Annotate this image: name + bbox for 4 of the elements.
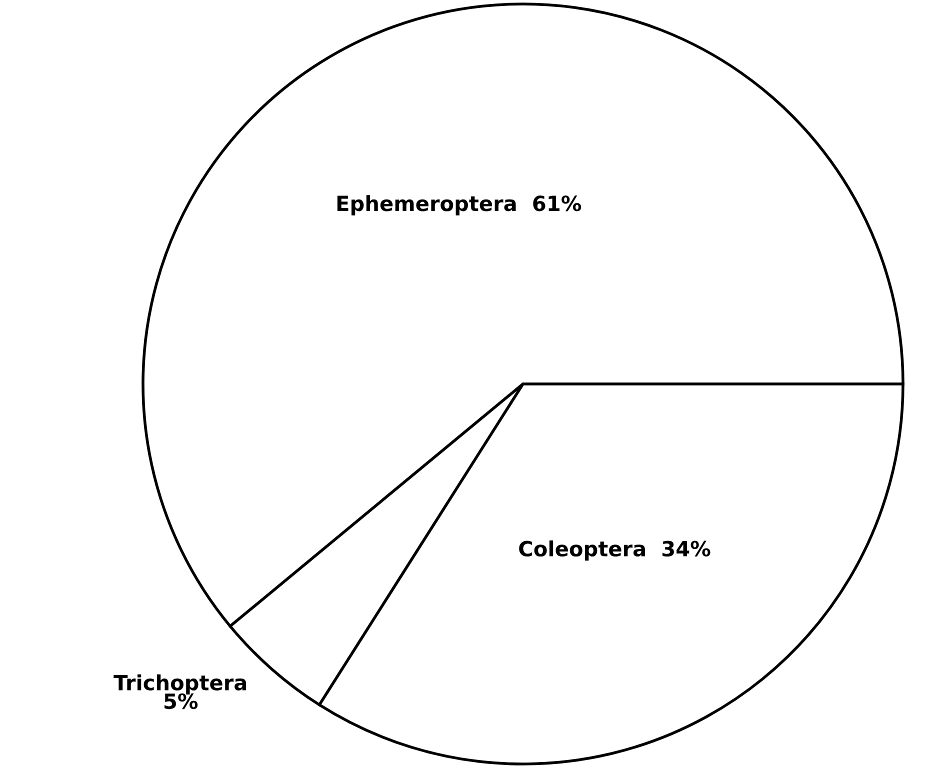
slice-label: Ephemeroptera 61% (337, 195, 582, 216)
slice-label: Coleoptera 34% (519, 540, 710, 561)
slice-label: Trichoptera (114, 674, 246, 695)
data-label: 5% (164, 693, 198, 710)
